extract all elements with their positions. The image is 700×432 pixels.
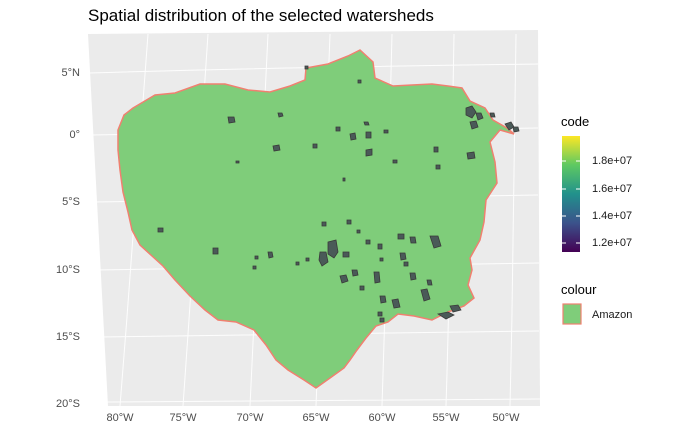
watershed-patch [349,132,357,141]
watershed-patch [252,265,257,270]
watershed-patch [272,144,281,152]
watershed-patch [379,295,387,304]
lon-tick-label: 80°W [106,412,134,424]
legend-swatch-amazon [562,303,582,325]
watershed-patch [304,65,309,70]
watershed-patch [475,112,484,121]
watershed-patch [379,257,384,262]
watershed-patch [449,304,462,313]
lon-tick-label: 50°W [492,412,520,424]
lat-axis: 5°N 0° 5°S 10°S 15°S 20°S [56,67,80,410]
watershed-patch [377,243,383,250]
watershed-patch [373,271,381,284]
lon-axis: 80°W 75°W 70°W 65°W 60°W 55°W 50°W [106,412,520,424]
watershed-patch [365,239,371,245]
watershed-patch [383,129,389,134]
watershed-patch [312,143,318,149]
watershed-patch [429,235,442,249]
lat-tick-label: 5°S [62,196,80,208]
watershed-patch [359,285,365,291]
watershed-patch [409,236,417,244]
watershed-patch [392,159,398,164]
watershed-patch [254,255,259,260]
lat-tick-label: 5°N [62,67,81,79]
watershed-patch [295,261,300,266]
amazon-basin-region[interactable] [117,49,515,389]
code-tick-label: 1.4e+07 [592,210,632,222]
watershed-patch [327,239,339,259]
code-tick-label: 1.8e+07 [592,155,632,167]
lat-tick-label: 10°S [56,264,80,276]
watershed-patch [212,247,219,255]
legend-colour-title: colour [561,282,597,297]
watershed-patch [426,279,433,286]
watershed-patch [365,131,372,139]
lon-tick-label: 65°W [302,412,330,424]
code-tick-label: 1.2e+07 [592,237,632,249]
lat-tick-label: 15°S [56,331,80,343]
watershed-patch [469,120,479,130]
watershed-patch [305,257,310,262]
watershed-patch [339,274,349,284]
watershed-patch [466,151,476,160]
watershed-patch [489,112,496,118]
watershed-patch [363,121,370,126]
watershed-patch [397,233,405,240]
watershed-patch [409,272,417,281]
watershed-patch [342,177,346,182]
watershed-patch [321,221,327,227]
lon-tick-label: 70°W [236,412,264,424]
watershed-patch [436,311,455,320]
legend-code: code 1.8e+07 1.6e+07 1.4e+07 1.2e+07 [561,114,632,252]
watershed-patch [351,269,359,277]
legend-label-amazon: Amazon [592,309,632,321]
watershed-patch [318,251,329,267]
legend-colour: colour Amazon [561,282,632,325]
lon-tick-label: 55°W [432,412,460,424]
watershed-patch [377,311,383,317]
lon-tick-label: 60°W [368,412,396,424]
page-title: Spatial distribution of the selected wat… [88,6,434,25]
watershed-patch [391,298,401,309]
code-colorbar [562,136,580,252]
watershed-patch [277,112,284,118]
watershed-patch [267,251,274,259]
code-tick-label: 1.6e+07 [592,183,632,195]
watershed-patch [512,126,520,133]
watershed-patch [357,79,362,84]
watershed-patch [365,148,373,157]
lat-tick-label: 20°S [56,398,80,410]
watershed-patch [433,146,439,153]
watershed-patch [356,229,361,234]
watershed-patch [335,126,341,132]
watershed-patch [399,252,407,261]
watershed-patch [346,219,352,225]
watershed-patch [420,288,431,302]
watershed-patch [465,105,477,119]
watershed-patch [235,160,240,164]
watershed-polygons[interactable] [157,65,520,323]
watershed-patch [435,164,441,170]
legend-code-title: code [561,114,589,129]
watershed-patch [157,227,164,233]
lon-tick-label: 75°W [169,412,197,424]
watershed-patch [227,116,236,124]
watershed-patch [342,251,350,258]
lat-tick-label: 0° [69,129,80,141]
watershed-patch [403,261,409,267]
watershed-patch [379,317,385,323]
